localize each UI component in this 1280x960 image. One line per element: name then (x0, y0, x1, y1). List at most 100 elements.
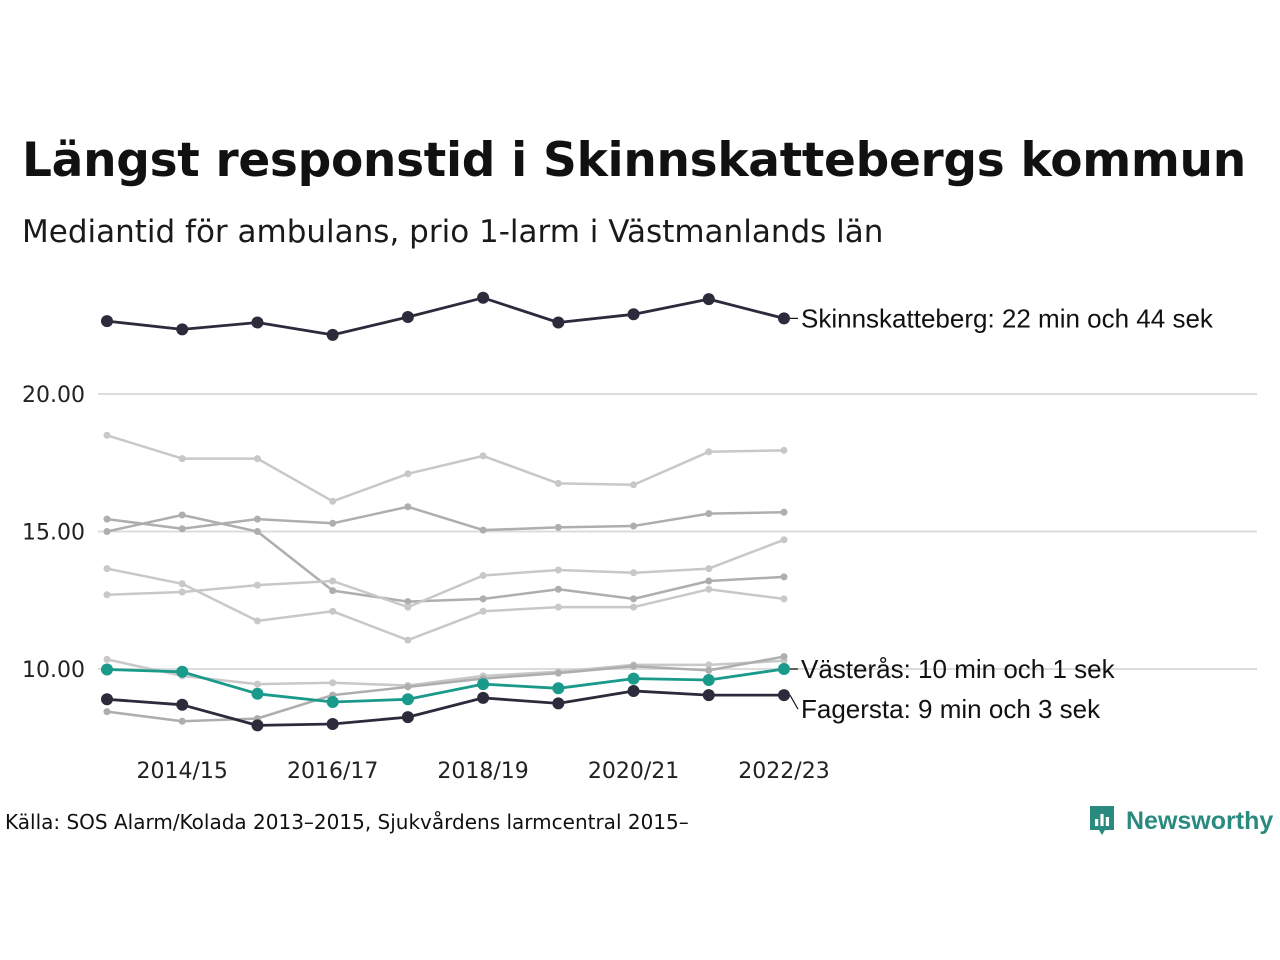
data-point[interactable] (103, 565, 111, 573)
newsworthy-logo[interactable]: Newsworthy (1088, 804, 1273, 838)
data-point[interactable] (780, 536, 788, 544)
series-line (105, 296, 786, 337)
data-point[interactable] (479, 452, 487, 460)
data-point[interactable] (702, 689, 715, 702)
data-point[interactable] (103, 655, 111, 663)
data-point[interactable] (103, 431, 111, 439)
data-point[interactable] (253, 680, 261, 688)
data-point[interactable] (552, 697, 565, 710)
data-point[interactable] (176, 698, 189, 711)
data-point[interactable] (554, 603, 562, 611)
data-point[interactable] (554, 669, 562, 677)
y-axis-tick-labels: 10.00 15.00 20.00 (22, 383, 85, 683)
data-point[interactable] (251, 687, 264, 700)
data-point[interactable] (404, 598, 412, 606)
data-point[interactable] (401, 711, 414, 724)
data-point[interactable] (552, 316, 565, 329)
data-point[interactable] (630, 662, 638, 670)
data-point[interactable] (101, 693, 113, 706)
data-point[interactable] (778, 312, 790, 325)
data-point[interactable] (176, 665, 189, 678)
data-point[interactable] (404, 503, 412, 511)
data-point[interactable] (326, 718, 339, 730)
data-point[interactable] (479, 526, 487, 534)
data-point[interactable] (103, 515, 111, 523)
data-point[interactable] (477, 678, 490, 691)
data-point[interactable] (780, 446, 788, 454)
data-point[interactable] (329, 679, 337, 687)
data-point[interactable] (178, 455, 186, 463)
x-tick-label: 2016/17 (287, 759, 378, 784)
data-point[interactable] (103, 708, 111, 716)
data-point[interactable] (477, 291, 490, 304)
data-point[interactable] (401, 693, 414, 706)
data-point[interactable] (101, 315, 113, 328)
data-point[interactable] (705, 510, 713, 518)
data-point[interactable] (554, 479, 562, 487)
data-point[interactable] (404, 636, 412, 644)
data-point[interactable] (479, 595, 487, 603)
data-point[interactable] (329, 587, 337, 595)
data-point[interactable] (705, 585, 713, 593)
data-point[interactable] (329, 497, 337, 505)
data-point[interactable] (178, 525, 186, 533)
data-point[interactable] (630, 522, 638, 530)
data-point[interactable] (705, 577, 713, 585)
data-point[interactable] (554, 523, 562, 531)
data-point[interactable] (705, 661, 713, 669)
data-point[interactable] (103, 591, 111, 599)
series-skinnskatteberg (101, 291, 790, 341)
series-fagersta (101, 685, 790, 732)
data-point[interactable] (176, 323, 189, 336)
data-point[interactable] (251, 719, 264, 732)
data-point[interactable] (404, 603, 412, 611)
series-context-5 (103, 655, 788, 689)
data-point[interactable] (329, 577, 337, 585)
data-point[interactable] (103, 528, 111, 535)
data-point[interactable] (554, 585, 562, 593)
data-point[interactable] (329, 607, 337, 615)
data-point[interactable] (329, 519, 337, 527)
data-point[interactable] (627, 672, 640, 685)
data-point[interactable] (178, 717, 186, 725)
data-point[interactable] (778, 689, 790, 702)
data-point[interactable] (630, 603, 638, 611)
data-point[interactable] (326, 696, 339, 708)
data-point[interactable] (479, 607, 487, 615)
data-point[interactable] (630, 481, 638, 489)
data-point[interactable] (705, 565, 713, 573)
series-end-labels: Skinnskatteberg: 22 min och 44 sek Väster… (789, 303, 1214, 724)
data-point[interactable] (178, 588, 186, 596)
data-point[interactable] (780, 653, 788, 661)
data-point[interactable] (253, 617, 261, 625)
data-point[interactable] (479, 572, 487, 579)
data-point[interactable] (702, 293, 715, 306)
data-point[interactable] (253, 455, 261, 463)
data-point[interactable] (178, 580, 186, 588)
data-point[interactable] (404, 470, 412, 478)
data-point[interactable] (477, 691, 490, 704)
data-point[interactable] (780, 573, 788, 581)
data-point[interactable] (326, 328, 339, 341)
data-point[interactable] (627, 308, 640, 321)
data-point[interactable] (705, 448, 713, 456)
data-point[interactable] (404, 683, 412, 691)
data-point[interactable] (178, 511, 186, 519)
data-point[interactable] (253, 515, 261, 523)
data-point[interactable] (554, 566, 562, 574)
data-point[interactable] (552, 682, 565, 695)
data-point[interactable] (702, 674, 715, 686)
y-tick-label: 15.00 (22, 521, 85, 546)
data-point[interactable] (253, 528, 261, 535)
data-point[interactable] (251, 316, 264, 329)
data-point[interactable] (630, 595, 638, 603)
data-point[interactable] (253, 581, 261, 589)
data-point[interactable] (401, 311, 414, 323)
data-point[interactable] (630, 569, 638, 577)
data-point[interactable] (705, 666, 713, 674)
data-point[interactable] (780, 508, 788, 516)
data-point[interactable] (627, 685, 640, 697)
data-point[interactable] (780, 595, 788, 603)
data-point[interactable] (101, 663, 113, 676)
data-point[interactable] (778, 663, 790, 675)
